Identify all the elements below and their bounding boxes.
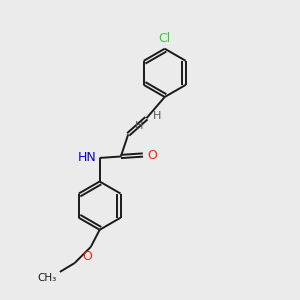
Text: HN: HN <box>78 152 97 164</box>
Text: O: O <box>82 250 92 263</box>
Text: CH₃: CH₃ <box>37 273 56 284</box>
Text: H: H <box>135 122 143 131</box>
Text: H: H <box>153 111 161 121</box>
Text: O: O <box>147 148 157 161</box>
Text: Cl: Cl <box>159 32 171 45</box>
